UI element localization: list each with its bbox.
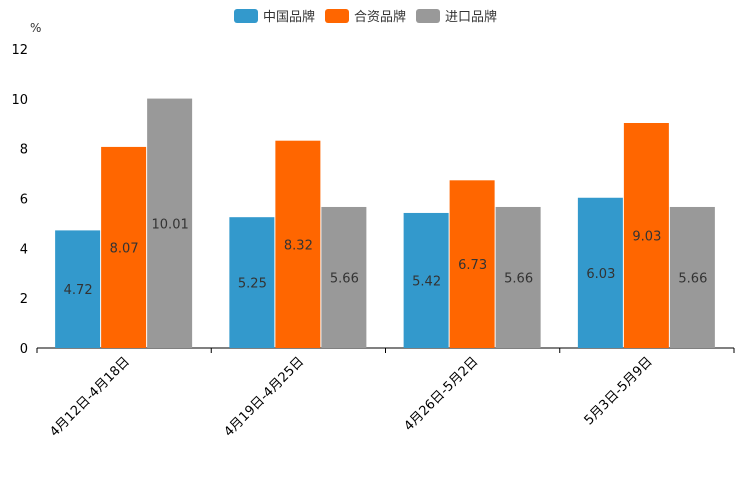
data-label: 5.66 xyxy=(504,271,533,286)
legend-item-china-brand[interactable]: 中国品牌 xyxy=(234,6,315,25)
bar xyxy=(101,146,147,348)
data-labels: 4.72 8.07 10.01 5.25 8.32 5.66 5.42 6.73 5.66 6.0… xyxy=(64,217,708,298)
data-label: 5.42 xyxy=(412,274,441,289)
legend-swatch-imported-brand xyxy=(416,8,441,23)
legend-item-joint-venture-brand[interactable]: 合资品牌 xyxy=(325,6,406,25)
bar xyxy=(495,206,541,348)
data-label: 6.03 xyxy=(586,267,615,282)
x-tick-label: 4月26日-5月2日 xyxy=(402,354,482,434)
data-label: 4.72 xyxy=(64,283,93,298)
bar xyxy=(403,212,449,348)
y-tick-label: 10 xyxy=(11,93,28,108)
data-label: 9.03 xyxy=(632,230,661,245)
data-label: 6.73 xyxy=(458,258,487,273)
data-label: 8.32 xyxy=(284,238,313,253)
y-tick-label: 6 xyxy=(20,193,28,208)
bar xyxy=(623,123,669,348)
y-tick-label: 12 xyxy=(11,43,28,58)
legend-swatch-china-brand xyxy=(234,8,258,23)
bars xyxy=(55,98,715,348)
y-tick-label: 4 xyxy=(20,242,28,257)
y-tick-label: 8 xyxy=(20,143,28,158)
legend-swatch-joint-venture-brand xyxy=(325,8,350,23)
x-tick-label: 4月19日-4月25日 xyxy=(221,354,307,440)
bar xyxy=(229,217,275,348)
bar xyxy=(55,230,101,348)
y-axis-unit: % xyxy=(30,21,42,35)
y-tick-label: 2 xyxy=(20,292,28,307)
legend-label-imported-brand: 进口品牌 xyxy=(445,10,498,25)
legend-item-imported-brand[interactable]: 进口品牌 xyxy=(416,6,497,25)
bar xyxy=(275,140,321,348)
legend: 中国品牌 合资品牌 进口品牌 xyxy=(234,6,497,25)
bar xyxy=(577,197,623,348)
x-tick-label: 5月3日-5月9日 xyxy=(582,354,656,428)
data-label: 8.07 xyxy=(110,241,139,256)
bar xyxy=(669,206,715,348)
bar xyxy=(147,98,193,348)
data-label: 10.01 xyxy=(152,217,189,232)
data-label: 5.66 xyxy=(330,271,359,286)
bar xyxy=(449,180,495,348)
legend-label-china-brand: 中国品牌 xyxy=(263,10,316,25)
bar xyxy=(321,206,367,348)
data-label: 5.25 xyxy=(238,277,267,292)
y-tick-label: 0 xyxy=(20,342,28,357)
data-label: 5.66 xyxy=(678,271,707,286)
legend-label-joint-venture-brand: 合资品牌 xyxy=(354,10,407,25)
x-tick-label: 4月12日-4月18日 xyxy=(47,354,133,440)
